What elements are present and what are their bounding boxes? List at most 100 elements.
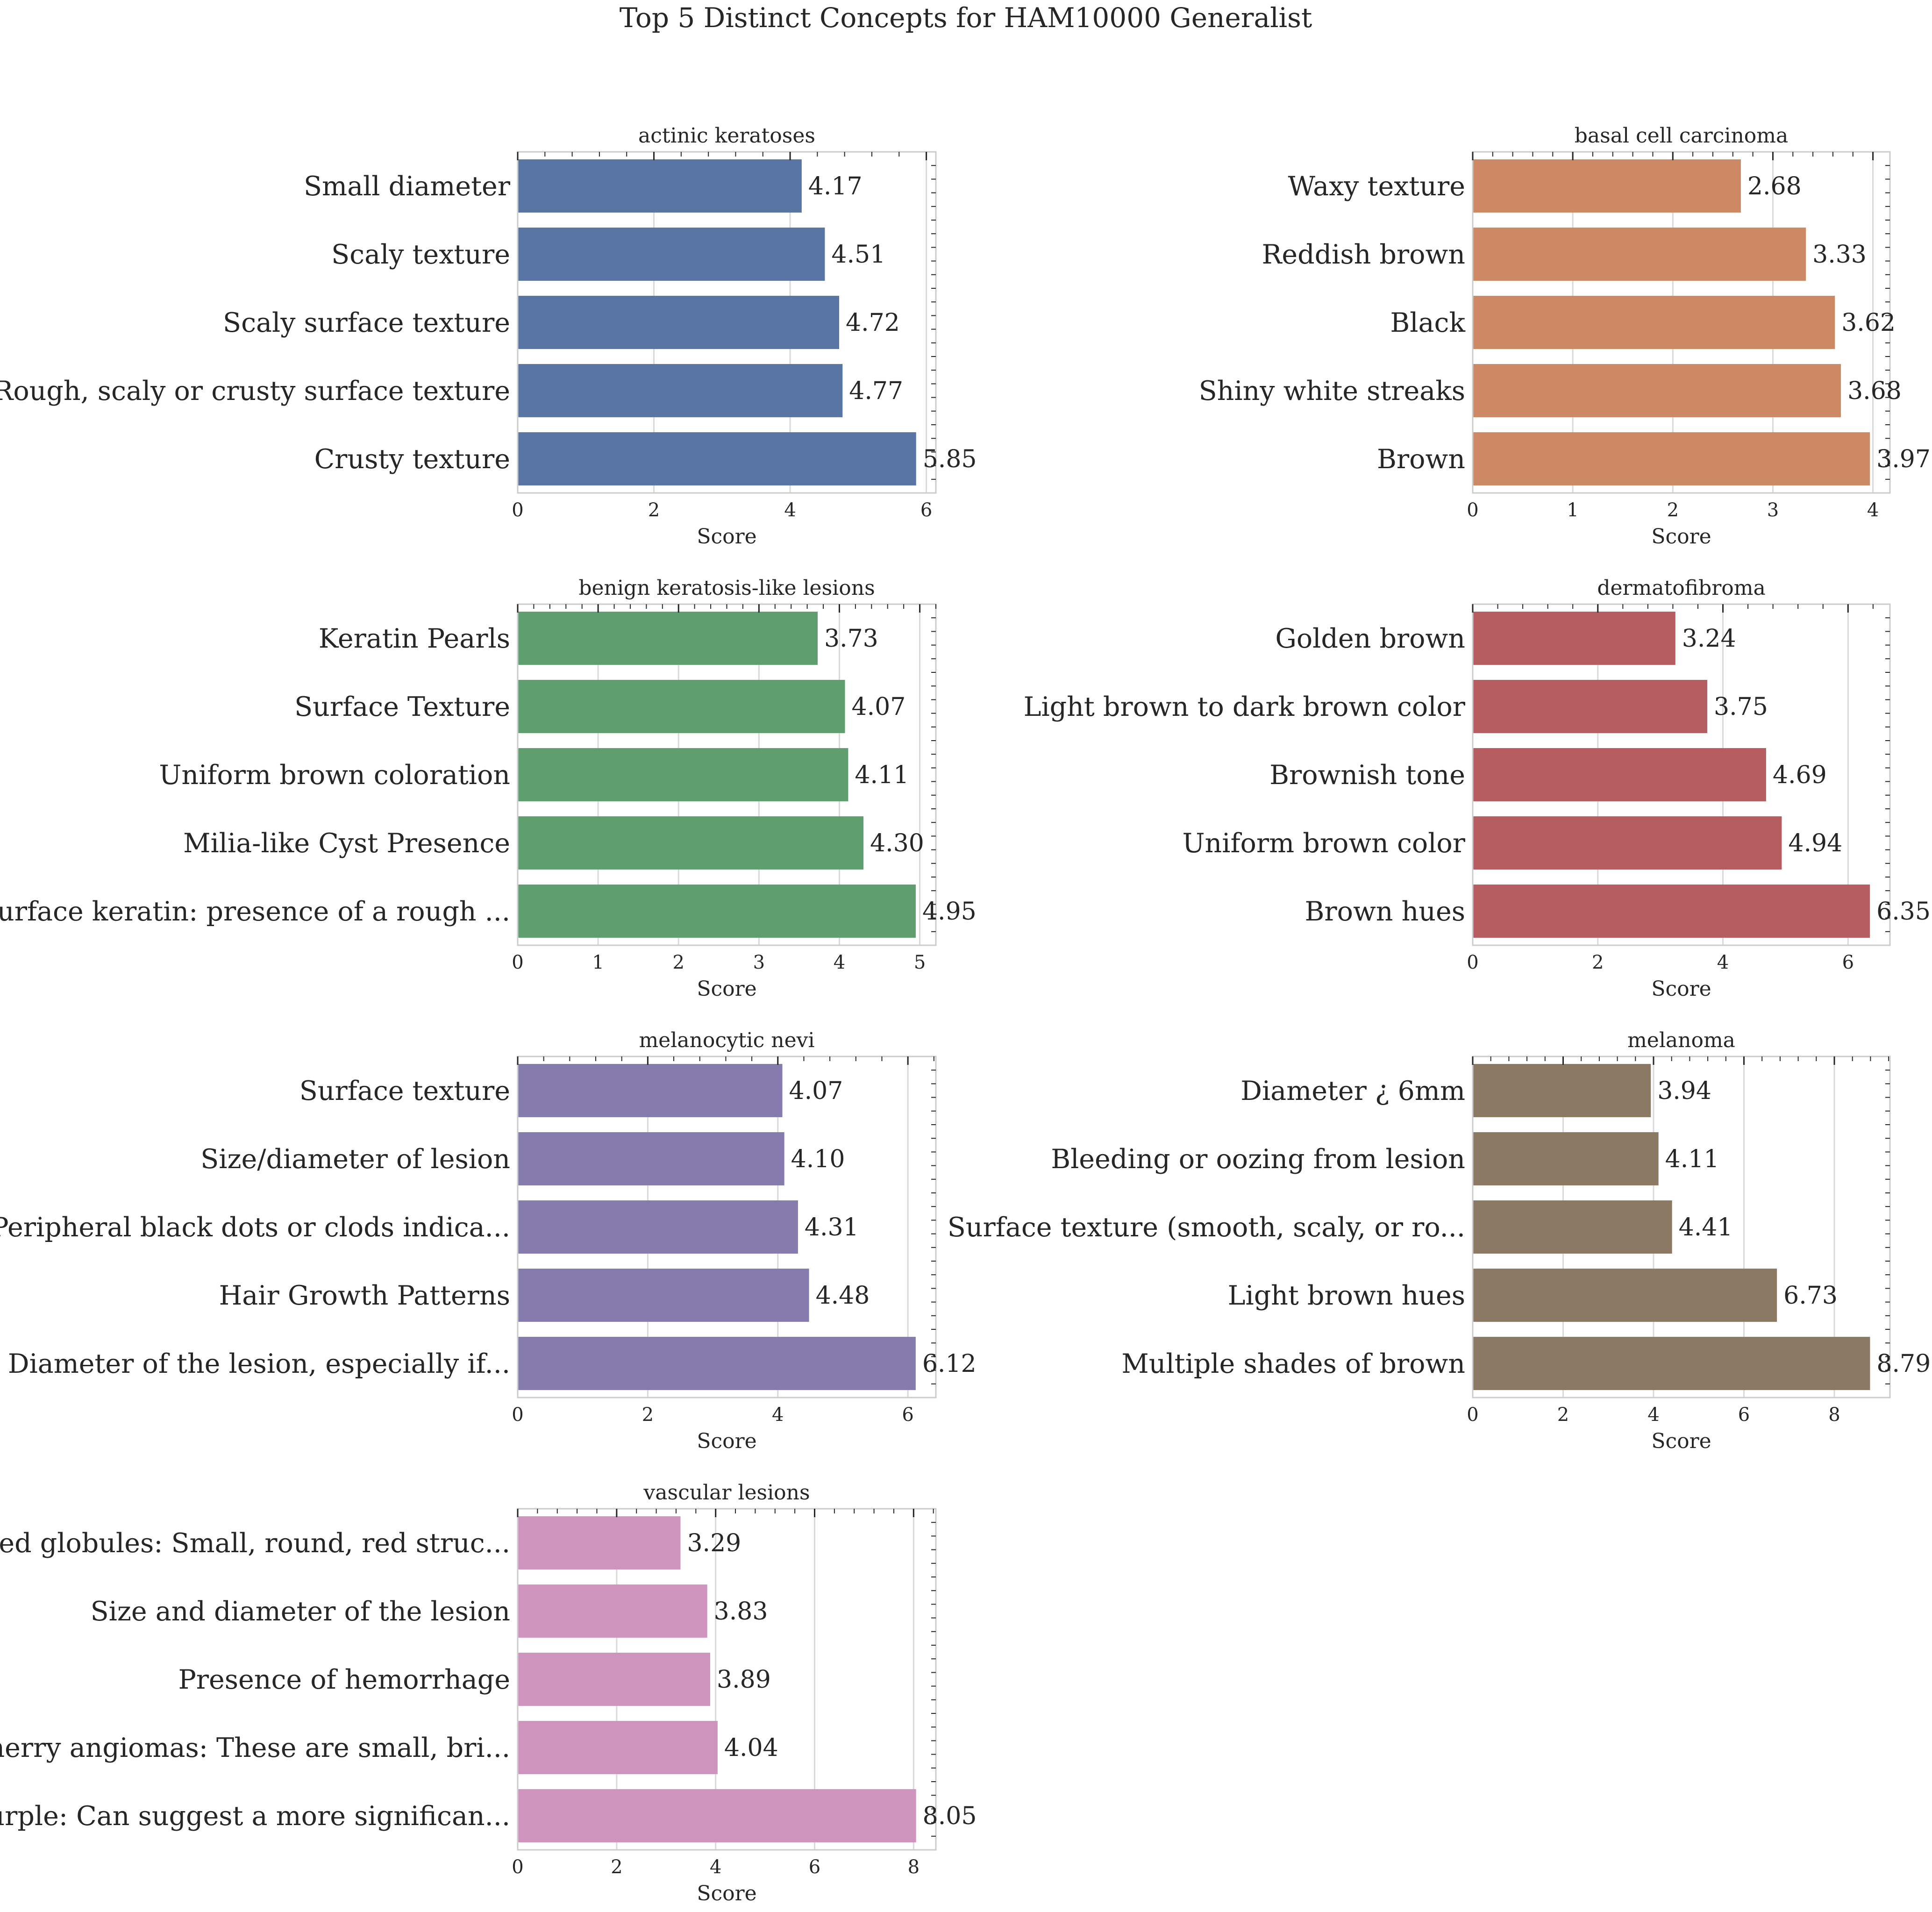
x-axis-label: Score bbox=[1651, 525, 1711, 549]
value-label: 4.95 bbox=[922, 898, 977, 926]
category-label: Presence of hemorrhage bbox=[178, 1664, 510, 1695]
value-label: 3.97 bbox=[1876, 445, 1931, 473]
x-tick-label: 2 bbox=[611, 1856, 622, 1878]
panel-title: actinic keratoses bbox=[638, 124, 815, 148]
value-label: 4.48 bbox=[816, 1282, 870, 1310]
bar-diameter-6mm bbox=[1473, 1064, 1651, 1117]
x-axis-label: Score bbox=[1651, 1429, 1711, 1453]
panel-title: melanoma bbox=[1627, 1028, 1735, 1052]
value-label: 4.17 bbox=[808, 172, 863, 200]
bar-surface-texture-smooth-scaly-or-ro bbox=[1473, 1200, 1672, 1254]
category-label: Small diameter bbox=[304, 171, 511, 202]
bar-presence-of-hemorrhage bbox=[518, 1653, 711, 1706]
value-label: 3.94 bbox=[1657, 1077, 1711, 1105]
bar-size-and-diameter-of-the-lesion bbox=[518, 1584, 707, 1638]
value-label: 4.51 bbox=[831, 241, 885, 269]
category-label: Golden brown bbox=[1275, 623, 1465, 654]
category-label: Purple: Can suggest a more significan... bbox=[0, 1801, 510, 1832]
plot-frame bbox=[517, 1508, 937, 1851]
value-label: 4.31 bbox=[805, 1213, 859, 1241]
panel-melanoma: 3.94 4.11 4.41 6.73 8.79 Diameter ¿ 6mm Bleedi… bbox=[948, 1028, 1931, 1453]
plot-frame bbox=[517, 1056, 937, 1398]
category-label: Peripheral black dots or clods indica... bbox=[0, 1212, 510, 1243]
category-label: Shiny white streaks bbox=[1199, 376, 1465, 407]
bar-scaly-surface-texture bbox=[518, 296, 840, 349]
category-label: Brown hues bbox=[1305, 896, 1465, 927]
value-label: 4.11 bbox=[855, 761, 909, 789]
category-label: Size and diameter of the lesion bbox=[91, 1596, 510, 1627]
value-label: 3.75 bbox=[1714, 693, 1768, 721]
bar-surface-texture bbox=[518, 1064, 783, 1117]
bar-small-diameter bbox=[518, 159, 802, 213]
x-tick-label: 2 bbox=[673, 952, 684, 973]
x-tick-label: 0 bbox=[512, 952, 523, 973]
category-label: Scaly surface texture bbox=[223, 307, 510, 338]
value-label: 6.35 bbox=[1876, 898, 1931, 926]
value-label: 3.89 bbox=[717, 1666, 771, 1694]
bar-light-brown-hues bbox=[1473, 1269, 1777, 1322]
value-label: 3.83 bbox=[714, 1598, 768, 1626]
category-label: Brown bbox=[1377, 444, 1465, 475]
x-tick-label: 6 bbox=[902, 1404, 913, 1426]
category-label: Hair Growth Patterns bbox=[219, 1280, 510, 1311]
x-tick-label: 0 bbox=[512, 1404, 523, 1426]
bar-red-globules-small-round-red-struc bbox=[518, 1516, 681, 1570]
category-label: Uniform brown color bbox=[1182, 828, 1465, 859]
x-tick-label: 2 bbox=[1667, 499, 1679, 521]
bar-bleeding-or-oozing-from-lesion bbox=[1473, 1132, 1659, 1185]
x-tick-label: 4 bbox=[1647, 1404, 1659, 1426]
x-tick-label: 4 bbox=[772, 1404, 784, 1426]
value-label: 3.29 bbox=[687, 1529, 741, 1557]
figure-title: Top 5 Distinct Concepts for HAM10000 Gen… bbox=[620, 2, 1312, 34]
category-label: Reddish brown bbox=[1262, 239, 1466, 270]
x-axis-label: Score bbox=[697, 525, 756, 549]
x-tick-label: 0 bbox=[1467, 499, 1478, 521]
category-label: Surface Texture bbox=[294, 692, 510, 722]
panel-title: benign keratosis-like lesions bbox=[578, 576, 875, 600]
value-label: 4.30 bbox=[870, 829, 924, 857]
x-axis-label: Score bbox=[697, 1882, 756, 1905]
category-label: Scaly texture bbox=[331, 239, 510, 270]
bar-scaly-texture bbox=[518, 228, 825, 281]
x-axis-label: Score bbox=[1651, 977, 1711, 1001]
value-label: 5.85 bbox=[923, 445, 977, 473]
panel-title: melanocytic nevi bbox=[639, 1028, 814, 1052]
x-tick-label: 4 bbox=[1867, 499, 1879, 521]
category-label: Diameter ¿ 6mm bbox=[1240, 1076, 1465, 1106]
x-axis-label: Score bbox=[697, 1429, 756, 1453]
category-label: Milia-like Cyst Presence bbox=[183, 828, 510, 859]
bar-size-diameter-of-lesion bbox=[518, 1132, 784, 1185]
plot-frame bbox=[517, 151, 937, 494]
x-tick-label: 8 bbox=[1828, 1404, 1840, 1426]
category-label: Red globules: Small, round, red struc... bbox=[0, 1528, 510, 1559]
category-label: Surface keratin: presence of a rough ... bbox=[0, 896, 510, 927]
value-label: 8.05 bbox=[923, 1802, 977, 1830]
category-label: Black bbox=[1390, 307, 1465, 338]
bar-brown-hues bbox=[1473, 885, 1870, 938]
x-tick-label: 4 bbox=[784, 499, 796, 521]
x-tick-label: 2 bbox=[642, 1404, 654, 1426]
x-tick-label: 0 bbox=[512, 1856, 523, 1878]
panel-title: basal cell carcinoma bbox=[1575, 124, 1789, 148]
x-tick-label: 0 bbox=[1467, 952, 1478, 973]
x-tick-label: 8 bbox=[908, 1856, 920, 1878]
bar-peripheral-black-dots-or-clods-indica bbox=[518, 1200, 798, 1254]
value-label: 3.68 bbox=[1847, 377, 1902, 405]
value-label: 8.79 bbox=[1876, 1350, 1931, 1378]
bar-multiple-shades-of-brown bbox=[1473, 1337, 1870, 1390]
bar-brown bbox=[1473, 432, 1870, 485]
category-label: Diameter of the lesion, especially if... bbox=[8, 1348, 510, 1379]
bar-purple-can-suggest-a-more-significan bbox=[518, 1789, 916, 1842]
bar-reddish-brown bbox=[1473, 228, 1806, 281]
value-label: 3.62 bbox=[1841, 309, 1896, 337]
x-tick-label: 4 bbox=[710, 1856, 721, 1878]
bar-cherry-angiomas-these-are-small-bri bbox=[518, 1721, 718, 1774]
value-label: 4.77 bbox=[849, 377, 903, 405]
value-label: 2.68 bbox=[1747, 172, 1802, 200]
panel-actinic-keratoses: 4.17 4.51 4.72 4.77 5.85 Small diameter Scaly … bbox=[0, 124, 977, 549]
category-label: Surface texture (smooth, scaly, or ro... bbox=[948, 1212, 1465, 1243]
panel-dermatofibroma: 3.24 3.75 4.69 4.94 6.35 Golden brown Light br… bbox=[1024, 576, 1931, 1001]
value-label: 4.07 bbox=[852, 693, 906, 721]
bar-diameter-of-the-lesion-especially-if bbox=[518, 1337, 916, 1390]
category-label: Bleeding or oozing from lesion bbox=[1051, 1144, 1465, 1175]
